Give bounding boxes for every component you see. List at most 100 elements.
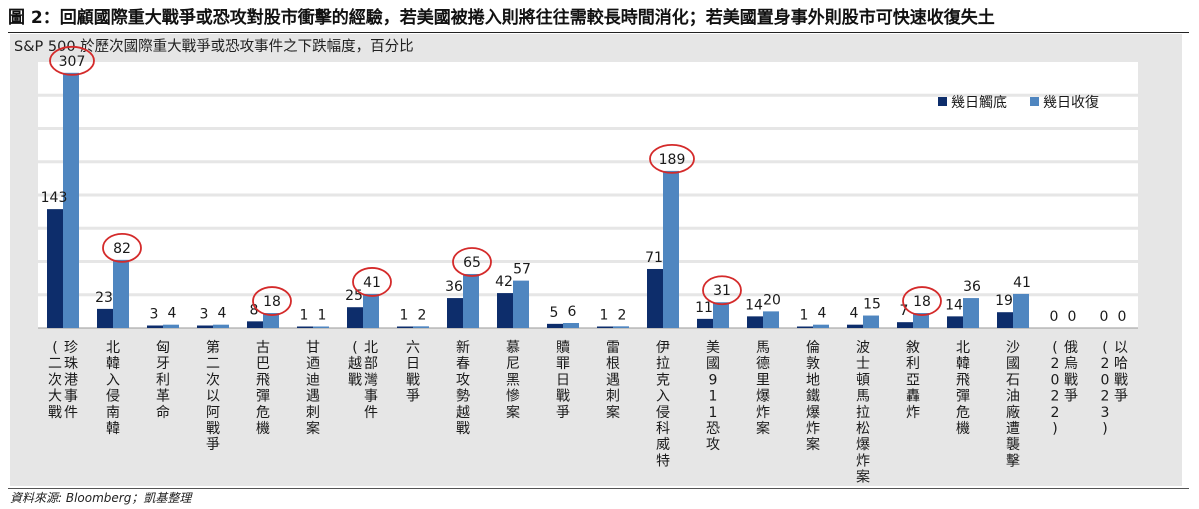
category-label-glyph: 國 [706,356,720,372]
category-label-glyph: 大 [48,389,62,405]
data-label-recovery: 18 [913,294,931,310]
bar-bottom-days [497,293,513,328]
category-label-glyph: 韓 [106,421,120,437]
data-label-bottom: 11 [695,300,713,316]
category-label-glyph: 戰 [48,405,62,421]
category-label-glyph: 倫 [806,340,820,356]
data-label-recovery: 57 [513,262,531,278]
category-label-glyph: 根 [606,356,620,372]
category-label-glyph: 炸 [856,453,870,469]
category-label-glyph: 港 [64,372,78,388]
category-label-glyph: 戰 [406,372,420,388]
highlight-circle [452,247,492,277]
category-label-glyph: 南 [106,405,120,421]
bar-bottom-days [347,307,363,328]
category-label-glyph: 危 [956,405,970,421]
category-label-glyph: 波 [856,340,870,356]
data-label-bottom: 1 [800,308,809,324]
category-label-glyph: 機 [256,421,270,437]
category-label-glyph: 慘 [506,389,520,405]
category-label-glyph: 部 [364,356,378,372]
category-label-glyph: 頓 [856,372,870,388]
data-label-bottom: 3 [150,307,159,323]
category-label-glyph: 入 [106,372,120,388]
category-label-glyph: 鐵 [806,388,820,405]
category-label-glyph: 侵 [656,404,670,421]
category-label-glyph: 侵 [106,388,120,405]
bar-recovery-days [263,313,279,328]
bar-recovery-days [413,326,429,328]
category-label-glyph: 春 [456,356,470,372]
category-label-glyph: 地 [806,372,820,388]
legend-swatch-recovery [1030,97,1039,106]
category-label-glyph: 攻 [456,372,470,388]
data-label-bottom: 1 [300,308,309,324]
category-label-glyph: 日 [556,372,570,388]
category-label-glyph: 案 [306,420,320,437]
bar-bottom-days [997,312,1013,328]
category-label-glyph: 爭 [406,389,420,405]
category-label-glyph: 二 [206,356,220,372]
category-labels: 珍珠港事件(二次大戰北韓入侵南韓匈牙利革命第二次以阿戰爭古巴飛彈危機甘迺迪遇刺案… [48,339,1128,486]
category-label-glyph: 次 [206,372,220,388]
category-label-glyph: 革 [156,389,170,405]
category-label-glyph: 北 [106,340,120,356]
data-label-recovery: 82 [113,241,131,257]
data-label-recovery: 2 [418,307,427,323]
category-label-glyph: 2 [1051,356,1060,372]
category-label-glyph: 二 [48,356,62,372]
category-label-glyph: 烏 [1064,355,1078,372]
category-label-glyph: 拉 [656,356,670,372]
category-label-glyph: 灣 [364,372,378,388]
category-label-glyph: 哈 [1114,356,1128,372]
category-label-glyph: 案 [506,404,520,421]
category-label-glyph: 0 [1051,372,1060,388]
category-label-glyph: 威 [656,437,670,453]
data-label-bottom: 3 [200,307,209,323]
category-label-glyph: 戰 [1114,372,1128,388]
category-label-glyph: 北 [956,340,970,356]
category-label-glyph: 伊 [656,340,670,356]
category-label-glyph: 馬 [856,389,870,405]
category-label-glyph: 事 [364,389,378,405]
category-label-glyph: 馬 [756,340,770,356]
category-label-glyph: 擊 [1006,452,1020,469]
category-label-glyph: 遭 [1006,421,1020,437]
category-label-glyph: 機 [956,421,970,437]
bar-recovery-days [713,302,729,328]
figure-title: 圖 2：回顧國際重大戰爭或恐攻對股市衝擊的經驗，若美國被捲入則將往往需較長時間消… [8,8,995,28]
bar-bottom-days [847,324,863,328]
category-label-glyph: 特 [656,453,670,469]
category-label-glyph: 1 [709,405,718,421]
data-label-recovery: 18 [263,294,281,310]
data-label-bottom: 5 [550,305,559,321]
category-label-glyph: 迪 [306,372,320,388]
bar-recovery-days [913,313,929,328]
data-label-recovery: 0 [1068,309,1077,325]
bar-recovery-days [613,326,629,328]
category-label-glyph: 韓 [106,356,120,372]
bar-recovery-days [563,323,579,328]
category-label-glyph: 德 [756,356,770,372]
category-label-glyph: 以 [1114,340,1128,356]
bar-bottom-days [147,325,163,328]
category-label-glyph: 古 [256,340,270,356]
category-label-glyph: 案 [806,436,820,453]
bar-bottom-days [197,325,213,328]
category-label-glyph: 韓 [956,356,970,372]
bar-recovery-days [513,280,529,328]
category-label-glyph: 爭 [556,405,570,421]
category-label-glyph: 拉 [856,405,870,421]
data-label-recovery: 1 [318,308,327,324]
highlight-circle [902,286,942,316]
data-label-recovery: 4 [218,306,227,322]
bar-bottom-days [647,268,663,328]
data-label-recovery: 4 [818,306,827,322]
category-label-glyph: 飛 [256,372,270,388]
data-label-recovery: 15 [863,297,881,313]
gridlines [38,62,1138,329]
data-label-bottom: 23 [95,290,113,306]
category-label-glyph: ( [1102,340,1107,356]
category-label-glyph: 士 [856,356,870,372]
